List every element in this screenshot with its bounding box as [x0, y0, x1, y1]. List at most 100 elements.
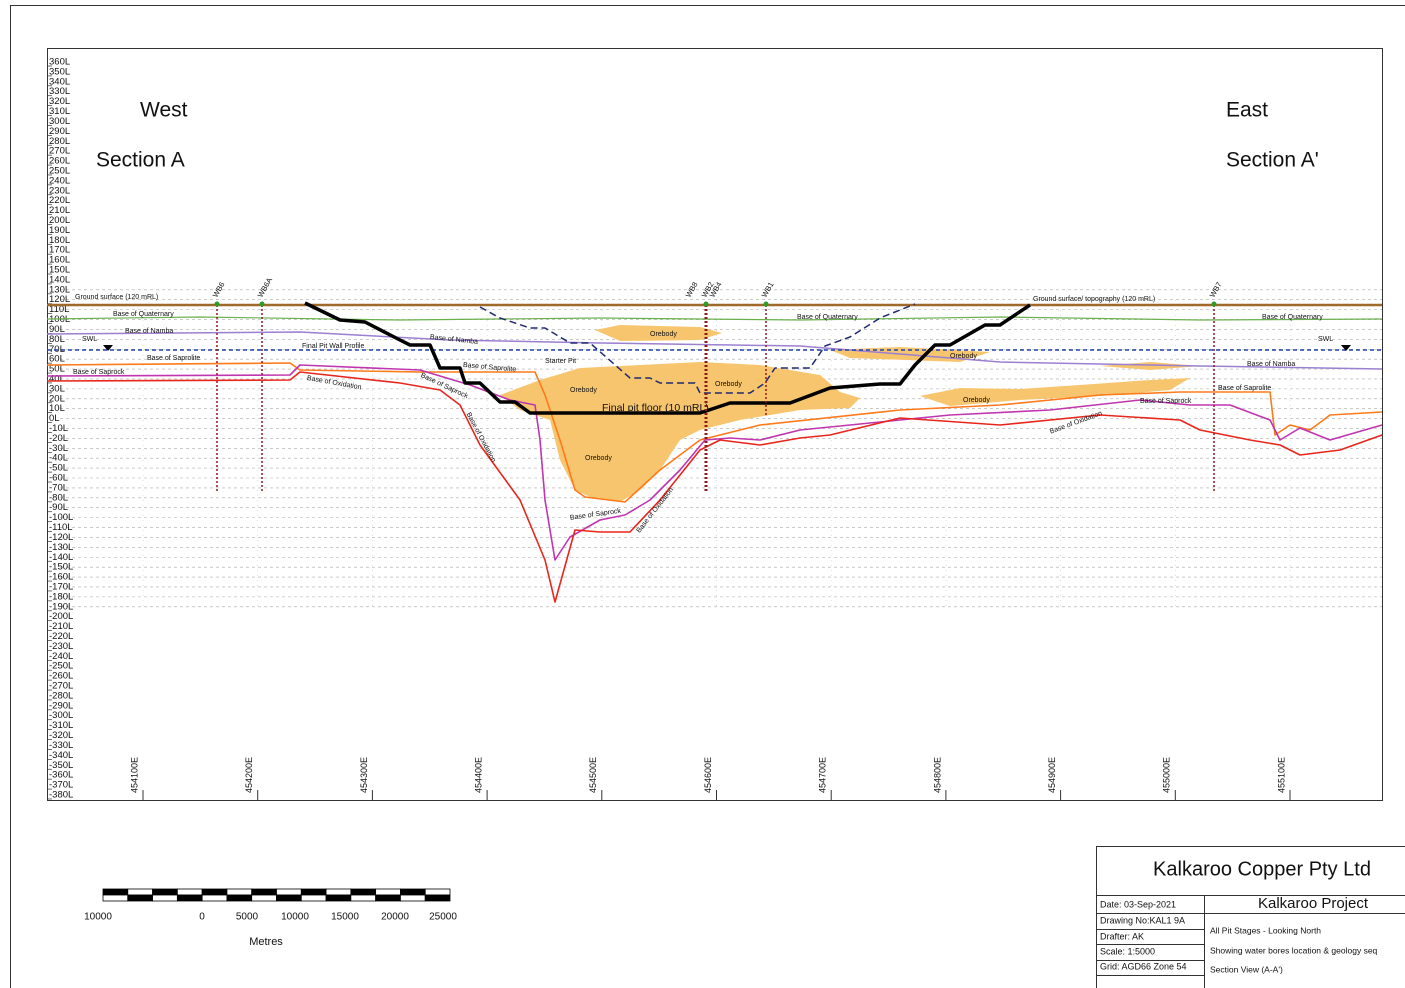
level-label: -260L [49, 671, 73, 682]
easting-label: 454800E [932, 757, 942, 793]
level-label: 30L [49, 383, 65, 394]
final-pit-wall [304, 301, 1031, 415]
annotation: Base of Saprolite [463, 362, 517, 374]
easting-label: 454100E [129, 757, 139, 793]
level-label: 170L [49, 245, 70, 256]
easting-label: 454600E [703, 757, 713, 793]
bore-collar [259, 301, 265, 307]
annotation: Orebody [650, 331, 677, 338]
section-frame [47, 48, 1383, 801]
orebody [920, 378, 1190, 406]
scale-bar-segment [152, 888, 178, 896]
level-label: 240L [49, 175, 70, 186]
scale-bar-segment [375, 888, 401, 896]
level-label: -200L [49, 611, 73, 622]
annotation: Base of Oxidation [1049, 410, 1103, 436]
level-label: 40L [49, 373, 65, 384]
level-label: 360L [49, 57, 70, 68]
scale-bar-segment [350, 894, 377, 902]
west-label: West [140, 99, 188, 122]
level-label: -240L [49, 651, 73, 662]
bore-collar [763, 301, 769, 307]
scale-label: 20000 [381, 912, 409, 923]
level-label: 90L [49, 324, 65, 335]
scale-label: 10000 [281, 912, 309, 923]
annotation: Base of Saprolite [147, 355, 200, 362]
level-label: 330L [49, 86, 70, 97]
level-label: 190L [49, 225, 70, 236]
bore-collar [703, 301, 709, 307]
level-label: -290L [49, 700, 73, 711]
scale-bar-segment [127, 894, 153, 902]
level-label: 300L [49, 116, 70, 127]
level-label: -170L [49, 581, 73, 592]
level-label: 210L [49, 205, 70, 216]
scale-bar-segment [201, 894, 228, 902]
level-label: 80L [49, 334, 65, 345]
level-label: 20L [49, 393, 65, 404]
level-label: -220L [49, 631, 73, 642]
level-label: 280L [49, 136, 70, 147]
scale-label: 10000 [84, 912, 112, 923]
scale-bar-segment [176, 894, 203, 902]
scale-bar-segment [325, 894, 352, 902]
orebody [500, 362, 860, 502]
scale-bar-segment [251, 894, 277, 902]
scale-bar-segment [152, 894, 178, 902]
level-label: -100L [49, 512, 73, 523]
level-label: 140L [49, 274, 70, 285]
level-label: -20L [49, 433, 68, 444]
drafter: Drafter: AK [1100, 931, 1144, 941]
level-label: -230L [49, 641, 73, 652]
project-name: Kalkaroo Project [1258, 895, 1369, 912]
easting-label: 454700E [818, 757, 828, 793]
level-label: 230L [49, 185, 70, 196]
level-label: 50L [49, 364, 65, 375]
scale-bar-segment [375, 894, 401, 902]
level-label: 180L [49, 235, 70, 246]
level-label: -180L [49, 591, 73, 602]
annotation: Base of Namba [1247, 361, 1295, 368]
scale-bar-segment [176, 888, 203, 896]
level-label: 310L [49, 106, 70, 117]
scale-bar-segment [424, 894, 451, 902]
easting-label: 454300E [359, 757, 369, 793]
bore-label: WB7 [1208, 280, 1224, 299]
easting-label: 455100E [1276, 757, 1286, 793]
easting-label: 454900E [1047, 757, 1057, 793]
scale: Scale: 1:5000 [1100, 946, 1155, 956]
scale-bar-segment [251, 888, 277, 896]
drawing-no: Drawing No:KAL1 9A [1100, 915, 1185, 925]
bore-label: WB1 [760, 280, 776, 299]
level-label: -270L [49, 681, 73, 692]
level-label: -300L [49, 710, 73, 721]
level-label: 220L [49, 195, 70, 206]
description: All Pit Stages - Looking North [1210, 925, 1321, 935]
scale-unit: Metres [249, 936, 283, 948]
level-label: -10L [49, 423, 68, 434]
level-label: -210L [49, 621, 73, 632]
annotation: Base of Saprock [73, 369, 125, 376]
annotation: Starter Pit [545, 358, 576, 365]
level-label: -130L [49, 542, 73, 553]
easting-label: 454200E [244, 757, 254, 793]
level-label: -380L [49, 789, 73, 800]
scale-bar-segment [102, 888, 129, 896]
annotation: Orebody [570, 387, 597, 394]
level-label: -150L [49, 562, 73, 573]
annotation: Orebody [950, 353, 977, 360]
level-label: 10L [49, 403, 65, 414]
annotation: Base of Quaternary [113, 311, 174, 318]
level-label: -110L [49, 522, 73, 533]
level-label: -280L [49, 690, 73, 701]
section-a-prime-label: Section A' [1226, 149, 1319, 172]
base-of-saprolite [46, 362, 1383, 503]
annotation: SWL [82, 336, 97, 343]
description: Showing water bores location & geology s… [1210, 945, 1378, 955]
annotation: Final Pit Wall Profile [302, 343, 364, 350]
scale-bar-segment [276, 894, 302, 902]
scale-label: 25000 [429, 912, 457, 923]
level-label: 160L [49, 255, 70, 266]
scale-bar-segment [226, 888, 253, 896]
scale-bar-segment [300, 888, 327, 896]
